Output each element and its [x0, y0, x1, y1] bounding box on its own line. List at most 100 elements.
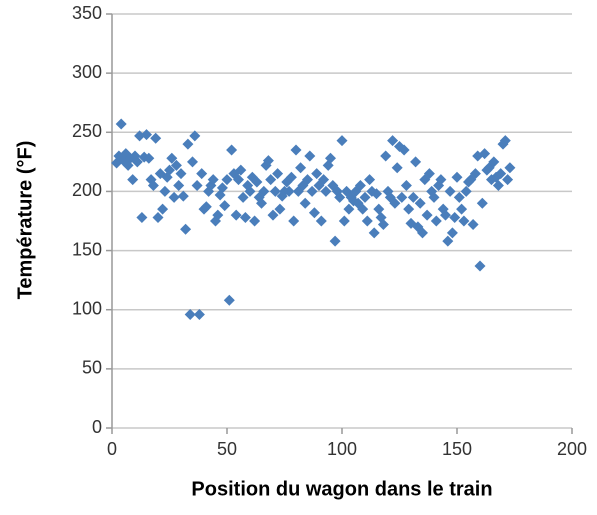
point: [143, 152, 155, 164]
x-tick-label: 150: [442, 439, 472, 459]
point: [147, 180, 159, 192]
point: [233, 174, 244, 186]
point: [299, 197, 311, 209]
point: [371, 188, 382, 200]
point: [423, 168, 435, 180]
point: [354, 180, 366, 192]
point: [207, 174, 219, 186]
x-tick-label: 50: [217, 439, 237, 459]
point: [387, 135, 399, 147]
point: [272, 168, 284, 180]
point: [492, 180, 504, 192]
point: [403, 203, 415, 215]
point: [364, 174, 376, 186]
point: [435, 174, 447, 186]
point: [177, 190, 189, 202]
y-tick-label: 300: [72, 62, 102, 82]
y-tick-label: 50: [82, 358, 102, 378]
point: [479, 148, 491, 160]
point: [440, 209, 451, 221]
point: [446, 227, 458, 239]
point: [442, 235, 454, 247]
point: [338, 215, 350, 227]
point: [302, 174, 313, 186]
point: [189, 130, 201, 142]
point: [136, 211, 148, 223]
point: [200, 201, 212, 213]
point: [329, 235, 341, 247]
point: [164, 164, 175, 176]
point: [168, 191, 180, 203]
point: [226, 144, 238, 156]
point: [269, 185, 281, 197]
point: [251, 176, 263, 188]
point: [361, 215, 373, 227]
point: [428, 191, 440, 203]
point: [453, 191, 465, 203]
y-tick-label: 100: [72, 298, 102, 318]
point: [391, 162, 403, 174]
point: [320, 185, 332, 197]
point: [308, 207, 320, 219]
point: [373, 203, 385, 215]
point: [311, 168, 323, 180]
point: [262, 155, 274, 167]
point: [469, 168, 481, 180]
point: [285, 171, 297, 183]
y-tick-label: 150: [72, 239, 102, 259]
point: [456, 203, 468, 215]
point: [343, 203, 355, 215]
point: [288, 215, 300, 227]
x-axis-title: Position du wagon dans le train: [191, 478, 492, 500]
point: [407, 191, 419, 203]
point: [334, 191, 346, 203]
point: [249, 215, 261, 227]
point: [221, 174, 233, 186]
y-tick-label: 200: [72, 180, 102, 200]
point: [495, 168, 507, 180]
point: [504, 162, 516, 174]
point: [141, 129, 152, 141]
point: [304, 150, 316, 162]
point: [283, 185, 295, 197]
point: [166, 152, 178, 164]
point: [157, 203, 169, 215]
point: [380, 150, 392, 162]
point: [417, 227, 428, 239]
point: [267, 209, 279, 221]
point: [474, 260, 486, 272]
point: [235, 164, 247, 176]
point: [458, 215, 470, 227]
point: [187, 156, 198, 168]
point: [306, 185, 318, 197]
point: [223, 294, 235, 306]
point: [449, 211, 461, 223]
point: [467, 219, 479, 231]
point: [256, 197, 267, 209]
point: [414, 197, 426, 209]
point: [389, 197, 401, 209]
point: [265, 174, 277, 186]
y-axis-title: Température (°F): [14, 141, 36, 300]
point: [377, 219, 389, 231]
point: [421, 209, 433, 221]
point: [315, 215, 327, 227]
point: [502, 174, 514, 186]
point: [488, 156, 500, 168]
point: [460, 185, 472, 197]
point: [196, 168, 208, 180]
point: [219, 200, 231, 212]
point: [400, 180, 412, 192]
point: [430, 215, 442, 227]
point: [131, 156, 143, 168]
point: [150, 132, 162, 144]
point: [295, 162, 307, 174]
point: [239, 211, 251, 223]
point: [173, 180, 185, 192]
point: [444, 185, 456, 197]
point: [398, 144, 410, 156]
point: [325, 152, 336, 164]
x-tick-label: 200: [557, 439, 587, 459]
